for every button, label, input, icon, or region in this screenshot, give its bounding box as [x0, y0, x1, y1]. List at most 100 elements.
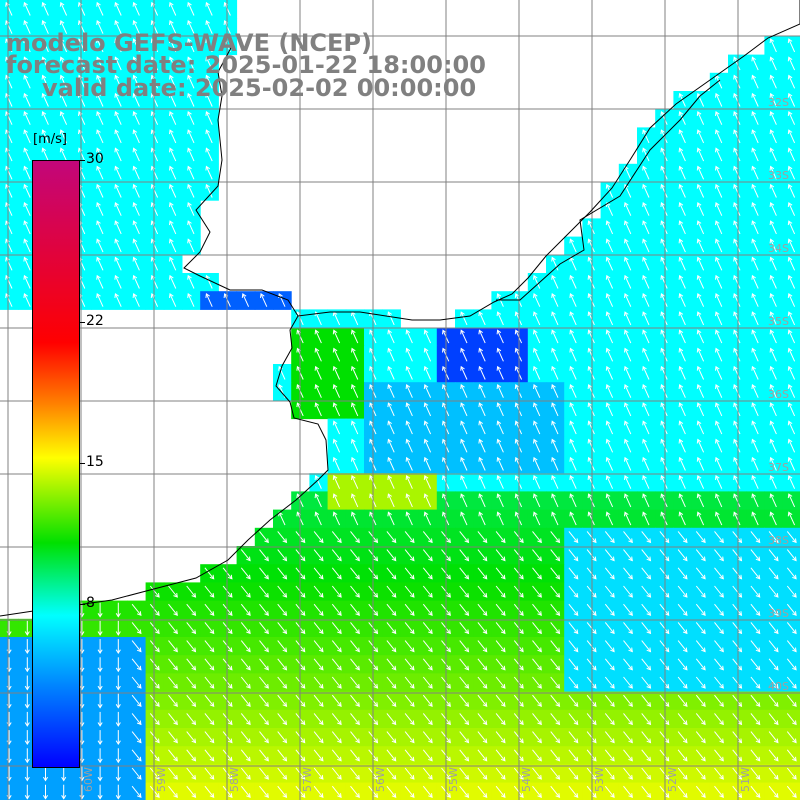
wind-arrow: [205, 293, 213, 307]
wind-arrow: [423, 475, 432, 489]
wind-arrow: [240, 713, 251, 726]
lat-label: 34S: [768, 242, 789, 255]
wind-arrow: [769, 347, 777, 362]
wind-arrow: [314, 384, 322, 398]
wind-arrow: [96, 202, 104, 216]
wind-arrow: [24, 711, 30, 727]
wind-arrow: [96, 92, 104, 107]
wind-arrow: [787, 74, 796, 89]
wind-arrow: [751, 311, 759, 326]
wind-arrow: [678, 165, 686, 180]
wind-arrow: [732, 731, 743, 744]
wind-arrow: [240, 676, 251, 689]
wind-arrow: [660, 438, 668, 453]
wind-arrow: [550, 713, 561, 726]
wind-arrow: [331, 676, 342, 689]
wind-arrow: [769, 384, 777, 398]
wind-arrow: [169, 1, 177, 16]
wind-arrow: [769, 365, 777, 380]
wind-arrow: [714, 622, 724, 635]
wind-arrow: [550, 731, 561, 744]
wind-arrow: [187, 147, 195, 162]
wind-arrow: [714, 549, 724, 562]
wind-arrow: [240, 694, 251, 707]
wind-arrow: [624, 384, 632, 398]
wind-arrow: [695, 731, 706, 744]
wind-arrow: [715, 256, 723, 271]
coastline-north: [183, 0, 800, 321]
wind-arrow: [477, 640, 488, 653]
wind-arrow: [24, 693, 30, 709]
wind-arrow: [641, 567, 652, 580]
wind-arrow: [422, 567, 433, 580]
wind-arrow: [405, 365, 413, 380]
wind-arrow: [642, 402, 650, 417]
wind-arrow: [550, 676, 561, 689]
wind-arrow: [769, 311, 777, 326]
wind-arrow: [641, 531, 652, 544]
wind-arrow: [97, 748, 103, 764]
colorbar-tick-mark: [79, 160, 85, 161]
wind-arrow: [240, 785, 251, 798]
wind-arrow: [696, 183, 705, 198]
wind-arrow: [386, 676, 397, 689]
wind-arrow: [115, 711, 121, 727]
wind-arrow: [277, 658, 288, 671]
wind-arrow: [659, 767, 670, 780]
wind-arrow: [787, 402, 796, 417]
wind-arrow: [733, 311, 741, 326]
wind-arrow: [387, 347, 395, 362]
wind-arrow: [732, 531, 743, 544]
wind-arrow: [59, 74, 68, 89]
wind-arrow: [568, 713, 579, 726]
wind-arrow: [204, 603, 215, 616]
colorbar-unit: [m/s]: [33, 132, 67, 147]
wind-arrow: [204, 767, 215, 780]
wind-arrow: [677, 585, 688, 598]
wind-arrow: [787, 111, 796, 125]
wind-arrow: [477, 785, 488, 798]
wind-arrow: [331, 694, 342, 707]
wind-arrow: [769, 293, 777, 307]
wind-arrow: [642, 438, 650, 453]
wind-arrow: [714, 585, 724, 598]
wind-arrow: [768, 658, 779, 671]
wind-arrow: [477, 676, 488, 689]
wind-arrow: [131, 713, 142, 726]
wind-arrow: [96, 274, 104, 289]
wind-arrow: [460, 402, 468, 417]
wind-arrow: [332, 347, 341, 362]
wind-arrow: [204, 713, 215, 726]
wind-arrow: [733, 456, 741, 471]
wind-arrow: [677, 713, 688, 726]
wind-arrow: [604, 785, 615, 798]
wind-arrow: [496, 438, 504, 453]
wind-arrow: [97, 730, 103, 746]
wind-arrow: [114, 238, 122, 253]
wind-arrow: [532, 749, 542, 762]
wind-arrow: [787, 420, 796, 435]
wind-arrow: [532, 622, 542, 635]
wind-arrow: [422, 713, 433, 726]
wind-arrow: [404, 640, 415, 653]
wind-arrow: [313, 531, 324, 544]
wind-arrow: [41, 111, 49, 125]
wind-arrow: [677, 749, 688, 762]
wind-arrow: [114, 147, 122, 162]
wind-arrow: [24, 730, 30, 746]
wind-arrow: [240, 622, 251, 635]
wind-arrow: [115, 766, 121, 782]
wind-arrow: [404, 767, 415, 780]
wind-arrow: [787, 365, 796, 380]
lon-label: 54W: [520, 767, 533, 792]
wind-arrow: [733, 438, 741, 453]
wind-arrow: [97, 639, 103, 655]
wind-arrow: [351, 456, 359, 471]
wind-arrow: [715, 202, 723, 216]
wind-arrow: [187, 238, 195, 253]
wind-arrow: [678, 293, 686, 307]
wind-arrow: [350, 767, 360, 780]
wind-arrow: [660, 256, 668, 271]
wind-arrow: [149, 749, 160, 762]
